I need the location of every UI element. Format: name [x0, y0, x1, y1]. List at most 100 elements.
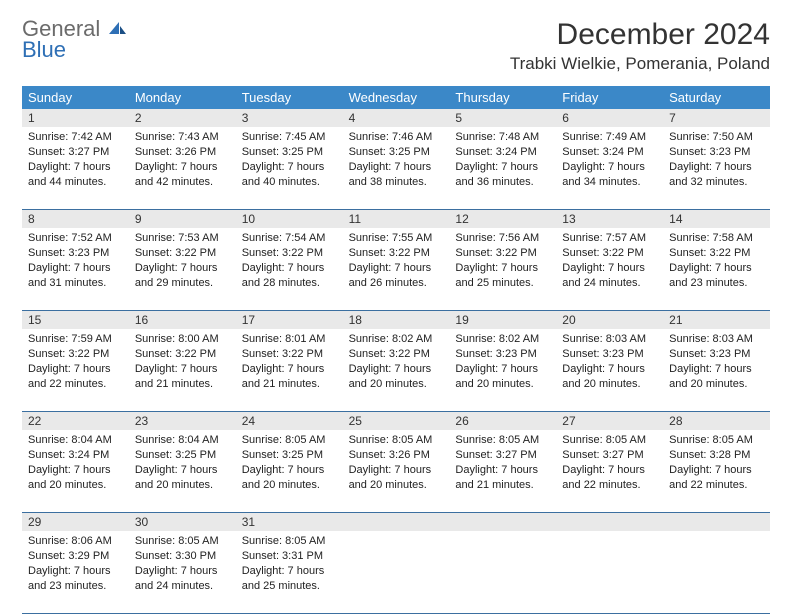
sunset-text: Sunset: 3:22 PM — [562, 246, 657, 261]
daylight-text: Daylight: 7 hours and 20 minutes. — [242, 463, 337, 493]
day-cell: Sunrise: 7:56 AMSunset: 3:22 PMDaylight:… — [449, 228, 556, 310]
day-cell: Sunrise: 7:48 AMSunset: 3:24 PMDaylight:… — [449, 127, 556, 209]
day-info: Sunrise: 8:05 AMSunset: 3:26 PMDaylight:… — [349, 433, 444, 492]
day-cell: Sunrise: 8:03 AMSunset: 3:23 PMDaylight:… — [663, 329, 770, 411]
day-info: Sunrise: 7:55 AMSunset: 3:22 PMDaylight:… — [349, 231, 444, 290]
day-cell: Sunrise: 8:00 AMSunset: 3:22 PMDaylight:… — [129, 329, 236, 411]
sunset-text: Sunset: 3:30 PM — [135, 549, 230, 564]
calendar: SundayMondayTuesdayWednesdayThursdayFrid… — [22, 86, 770, 614]
day-number: 25 — [343, 412, 450, 430]
week-row: Sunrise: 7:42 AMSunset: 3:27 PMDaylight:… — [22, 127, 770, 210]
day-number-row: 1234567 — [22, 109, 770, 127]
daylight-text: Daylight: 7 hours and 20 minutes. — [349, 463, 444, 493]
day-header: Tuesday — [236, 86, 343, 109]
daylight-text: Daylight: 7 hours and 22 minutes. — [562, 463, 657, 493]
location: Trabki Wielkie, Pomerania, Poland — [510, 54, 770, 74]
day-number: 30 — [129, 513, 236, 531]
day-info: Sunrise: 8:05 AMSunset: 3:25 PMDaylight:… — [242, 433, 337, 492]
day-info: Sunrise: 8:02 AMSunset: 3:23 PMDaylight:… — [455, 332, 550, 391]
day-number: 3 — [236, 109, 343, 127]
day-number: 11 — [343, 210, 450, 228]
sunset-text: Sunset: 3:24 PM — [28, 448, 123, 463]
day-info: Sunrise: 7:42 AMSunset: 3:27 PMDaylight:… — [28, 130, 123, 189]
sunrise-text: Sunrise: 8:05 AM — [349, 433, 444, 448]
day-number: 8 — [22, 210, 129, 228]
day-info: Sunrise: 7:52 AMSunset: 3:23 PMDaylight:… — [28, 231, 123, 290]
day-info: Sunrise: 8:05 AMSunset: 3:30 PMDaylight:… — [135, 534, 230, 593]
daylight-text: Daylight: 7 hours and 25 minutes. — [455, 261, 550, 291]
day-number: 6 — [556, 109, 663, 127]
sunset-text: Sunset: 3:24 PM — [562, 145, 657, 160]
sunrise-text: Sunrise: 8:03 AM — [562, 332, 657, 347]
day-info: Sunrise: 8:05 AMSunset: 3:27 PMDaylight:… — [455, 433, 550, 492]
day-cell: Sunrise: 8:02 AMSunset: 3:22 PMDaylight:… — [343, 329, 450, 411]
sunset-text: Sunset: 3:22 PM — [28, 347, 123, 362]
day-number: 19 — [449, 311, 556, 329]
day-cell: Sunrise: 8:05 AMSunset: 3:27 PMDaylight:… — [556, 430, 663, 512]
sunrise-text: Sunrise: 8:06 AM — [28, 534, 123, 549]
day-info: Sunrise: 8:04 AMSunset: 3:24 PMDaylight:… — [28, 433, 123, 492]
sunrise-text: Sunrise: 7:49 AM — [562, 130, 657, 145]
daylight-text: Daylight: 7 hours and 20 minutes. — [669, 362, 764, 392]
day-info: Sunrise: 7:50 AMSunset: 3:23 PMDaylight:… — [669, 130, 764, 189]
daylight-text: Daylight: 7 hours and 24 minutes. — [562, 261, 657, 291]
sunset-text: Sunset: 3:23 PM — [455, 347, 550, 362]
daylight-text: Daylight: 7 hours and 24 minutes. — [135, 564, 230, 594]
sunrise-text: Sunrise: 7:46 AM — [349, 130, 444, 145]
day-cell: Sunrise: 8:04 AMSunset: 3:25 PMDaylight:… — [129, 430, 236, 512]
daylight-text: Daylight: 7 hours and 29 minutes. — [135, 261, 230, 291]
daylight-text: Daylight: 7 hours and 22 minutes. — [669, 463, 764, 493]
day-number-row: 22232425262728 — [22, 412, 770, 430]
day-cell: Sunrise: 7:52 AMSunset: 3:23 PMDaylight:… — [22, 228, 129, 310]
sunrise-text: Sunrise: 8:03 AM — [669, 332, 764, 347]
day-number: 13 — [556, 210, 663, 228]
day-number: 15 — [22, 311, 129, 329]
day-info: Sunrise: 7:56 AMSunset: 3:22 PMDaylight:… — [455, 231, 550, 290]
day-info: Sunrise: 8:01 AMSunset: 3:22 PMDaylight:… — [242, 332, 337, 391]
day-cell: Sunrise: 7:42 AMSunset: 3:27 PMDaylight:… — [22, 127, 129, 209]
day-number: 26 — [449, 412, 556, 430]
daylight-text: Daylight: 7 hours and 31 minutes. — [28, 261, 123, 291]
day-number: 14 — [663, 210, 770, 228]
daylight-text: Daylight: 7 hours and 20 minutes. — [562, 362, 657, 392]
sunset-text: Sunset: 3:28 PM — [669, 448, 764, 463]
daylight-text: Daylight: 7 hours and 36 minutes. — [455, 160, 550, 190]
sunrise-text: Sunrise: 7:50 AM — [669, 130, 764, 145]
day-info: Sunrise: 8:05 AMSunset: 3:27 PMDaylight:… — [562, 433, 657, 492]
week-row: Sunrise: 8:04 AMSunset: 3:24 PMDaylight:… — [22, 430, 770, 513]
page-header: General Blue December 2024 Trabki Wielki… — [22, 18, 770, 74]
day-header-row: SundayMondayTuesdayWednesdayThursdayFrid… — [22, 86, 770, 109]
day-info: Sunrise: 8:04 AMSunset: 3:25 PMDaylight:… — [135, 433, 230, 492]
sunset-text: Sunset: 3:26 PM — [349, 448, 444, 463]
day-number: 22 — [22, 412, 129, 430]
sunset-text: Sunset: 3:22 PM — [242, 246, 337, 261]
daylight-text: Daylight: 7 hours and 44 minutes. — [28, 160, 123, 190]
sunset-text: Sunset: 3:23 PM — [669, 347, 764, 362]
title-block: December 2024 Trabki Wielkie, Pomerania,… — [510, 18, 770, 74]
day-cell: Sunrise: 7:46 AMSunset: 3:25 PMDaylight:… — [343, 127, 450, 209]
sunrise-text: Sunrise: 7:57 AM — [562, 231, 657, 246]
sunset-text: Sunset: 3:25 PM — [135, 448, 230, 463]
sunset-text: Sunset: 3:22 PM — [135, 246, 230, 261]
day-cell: Sunrise: 8:06 AMSunset: 3:29 PMDaylight:… — [22, 531, 129, 613]
day-number: 1 — [22, 109, 129, 127]
day-info: Sunrise: 8:05 AMSunset: 3:31 PMDaylight:… — [242, 534, 337, 593]
day-cell: Sunrise: 7:58 AMSunset: 3:22 PMDaylight:… — [663, 228, 770, 310]
sunrise-text: Sunrise: 7:58 AM — [669, 231, 764, 246]
day-info: Sunrise: 7:53 AMSunset: 3:22 PMDaylight:… — [135, 231, 230, 290]
sunset-text: Sunset: 3:23 PM — [562, 347, 657, 362]
day-info: Sunrise: 8:06 AMSunset: 3:29 PMDaylight:… — [28, 534, 123, 593]
day-cell: Sunrise: 8:04 AMSunset: 3:24 PMDaylight:… — [22, 430, 129, 512]
day-number-row: 293031 — [22, 513, 770, 531]
day-number — [449, 513, 556, 531]
sunset-text: Sunset: 3:29 PM — [28, 549, 123, 564]
sunrise-text: Sunrise: 7:42 AM — [28, 130, 123, 145]
day-number — [556, 513, 663, 531]
day-info: Sunrise: 7:49 AMSunset: 3:24 PMDaylight:… — [562, 130, 657, 189]
day-info: Sunrise: 7:59 AMSunset: 3:22 PMDaylight:… — [28, 332, 123, 391]
logo-text-block: General Blue — [22, 18, 127, 61]
daylight-text: Daylight: 7 hours and 20 minutes. — [28, 463, 123, 493]
day-cell: Sunrise: 7:53 AMSunset: 3:22 PMDaylight:… — [129, 228, 236, 310]
daylight-text: Daylight: 7 hours and 20 minutes. — [455, 362, 550, 392]
day-info: Sunrise: 8:03 AMSunset: 3:23 PMDaylight:… — [669, 332, 764, 391]
